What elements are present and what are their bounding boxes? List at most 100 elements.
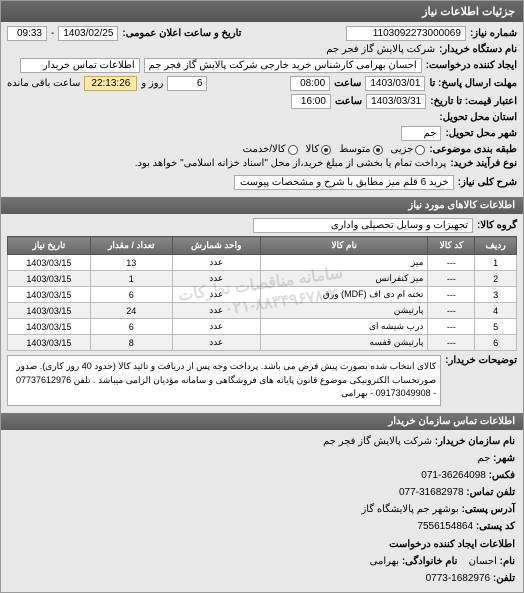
family-value: بهرامی xyxy=(370,556,399,567)
table-cell: 8 xyxy=(90,335,172,351)
pub-time-value: 09:33 xyxy=(7,26,47,41)
table-header: کد کالا xyxy=(428,237,475,255)
remain-days: 6 xyxy=(167,76,207,91)
family-label: نام خانوادگی: xyxy=(402,556,458,567)
table-cell: --- xyxy=(428,319,475,335)
city-value: جم xyxy=(478,453,491,464)
fax-label: فکس: xyxy=(489,470,515,481)
table-cell: --- xyxy=(428,335,475,351)
table-cell: --- xyxy=(428,271,475,287)
buyer-unit-value: شرکت پالایش گاز فجر جم xyxy=(326,44,435,55)
table-row[interactable]: 3---تخته ام دی اف (MDF) ورقعدد61403/03/1… xyxy=(8,287,517,303)
address-value: بوشهر جم پالایشگاه گاز xyxy=(361,504,458,515)
address-label: آدرس پستی: xyxy=(462,504,515,515)
table-cell: 1403/03/15 xyxy=(8,319,91,335)
postcode-label: کد پستی: xyxy=(476,521,515,532)
table-cell: 1403/03/15 xyxy=(8,303,91,319)
table-cell: 1 xyxy=(475,255,517,271)
table-cell: عدد xyxy=(172,287,260,303)
table-cell: 3 xyxy=(475,287,517,303)
phone2-label: تلفن: xyxy=(493,573,515,584)
table-cell: عدد xyxy=(172,255,260,271)
contact-section-title: اطلاعات تماس سازمان خریدار xyxy=(1,413,523,430)
table-header: ردیف xyxy=(475,237,517,255)
table-cell: 1403/03/15 xyxy=(8,271,91,287)
table-cell: درب شیشه ای xyxy=(260,319,428,335)
radio-goods[interactable]: کالا xyxy=(306,144,332,155)
table-row[interactable]: 2---میز کنفرانسعدد11403/03/15 xyxy=(8,271,517,287)
table-header: تاریخ نیاز xyxy=(8,237,91,255)
pay-type-label: نوع فرآیند خرید: xyxy=(450,158,517,169)
remain-suffix: ساعت باقی مانده xyxy=(7,78,80,89)
table-cell: 6 xyxy=(90,319,172,335)
need-details-panel: جزئیات اطلاعات نیاز شماره نیاز: 11030922… xyxy=(0,0,524,593)
table-cell: عدد xyxy=(172,271,260,287)
table-cell: 1 xyxy=(90,271,172,287)
radio-medium[interactable]: متوسط xyxy=(339,144,382,155)
remain-days-label: روز و xyxy=(141,78,163,89)
table-cell: 4 xyxy=(475,303,517,319)
table-cell: --- xyxy=(428,287,475,303)
city-label: شهر: xyxy=(493,453,515,464)
items-table: ردیفکد کالانام کالاواحد شمارشتعداد / مقد… xyxy=(7,236,517,351)
table-header: واحد شمارش xyxy=(172,237,260,255)
group-label: گروه کالا: xyxy=(477,220,517,231)
pay-type-note: پرداخت تمام یا بخشی از مبلغ خرید،از محل … xyxy=(135,158,447,169)
time-label-1: ساعت xyxy=(334,78,361,89)
items-section: گروه کالا: تجهیزات و وسایل تحصیلی واداری… xyxy=(1,214,523,413)
group-value: تجهیزات و وسایل تحصیلی واداری xyxy=(253,218,473,233)
countdown-timer: 22:13:26 xyxy=(84,76,137,91)
phone-label: تلفن تماس: xyxy=(466,487,515,498)
deadline-date: 1403/03/01 xyxy=(365,76,425,91)
delivery-city-label: شهر محل تحویل: xyxy=(445,128,517,139)
buyer-note-value: کالای انتخاب شده بصورت پیش فرض می باشد. … xyxy=(7,355,441,406)
table-cell: 1403/03/15 xyxy=(8,287,91,303)
org-value: شرکت پالایش گاز فجر جم xyxy=(323,436,432,447)
contact-section: نام سازمان خریدار: شرکت پالایش گاز فجر ج… xyxy=(1,430,523,592)
table-cell: میز xyxy=(260,255,428,271)
creator-label: ایجاد کننده درخواست: xyxy=(426,60,517,71)
table-cell: --- xyxy=(428,303,475,319)
table-row[interactable]: 5---درب شیشه ایعدد61403/03/15 xyxy=(8,319,517,335)
need-title-value: خرید 6 قلم میز مطابق با شرح و مشخصات پیو… xyxy=(234,175,454,190)
radio-goods-service[interactable]: کالا/خدمت xyxy=(243,144,298,155)
pub-date-value: 1403/02/25 xyxy=(58,26,118,41)
table-header: تعداد / مقدار xyxy=(90,237,172,255)
table-cell: --- xyxy=(428,255,475,271)
validity-label: اعتبار قیمت: تا تاریخ: xyxy=(430,96,517,107)
pub-datetime-label: تاریخ و ساعت اعلان عمومی: xyxy=(122,28,241,39)
need-title-label: شرح کلی نیاز: xyxy=(458,177,517,188)
table-cell: پارتیشن xyxy=(260,303,428,319)
buyer-note-label: توضیحات خریدار: xyxy=(445,355,517,366)
table-header: نام کالا xyxy=(260,237,428,255)
contact-link[interactable]: اطلاعات تماس خریدار xyxy=(20,58,140,73)
name-value: احسان xyxy=(469,556,497,567)
table-cell: 1403/03/15 xyxy=(8,255,91,271)
table-cell: 1403/03/15 xyxy=(8,335,91,351)
req-no-label: شماره نیاز: xyxy=(470,28,517,39)
radio-partial[interactable]: جزیی xyxy=(391,144,426,155)
validity-time: 16:00 xyxy=(291,94,331,109)
org-label: نام سازمان خریدار: xyxy=(435,436,515,447)
deadline-time: 08:00 xyxy=(290,76,330,91)
table-cell: 2 xyxy=(475,271,517,287)
subject-radio-group: جزیی متوسط کالا کالا/خدمت xyxy=(243,144,426,155)
table-row[interactable]: 6---پارتیشن قفسهعدد81403/03/15 xyxy=(8,335,517,351)
deadline-label: مهلت ارسال پاسخ: تا xyxy=(429,78,517,89)
table-cell: 24 xyxy=(90,303,172,319)
fax-value: 36264098-071 xyxy=(421,470,486,481)
phone2-value: 1682976-0773 xyxy=(426,573,491,584)
table-cell: پارتیشن قفسه xyxy=(260,335,428,351)
panel-header: جزئیات اطلاعات نیاز xyxy=(1,1,523,22)
table-cell: عدد xyxy=(172,335,260,351)
table-cell: تخته ام دی اف (MDF) ورق xyxy=(260,287,428,303)
table-row[interactable]: 4---پارتیشنعدد241403/03/15 xyxy=(8,303,517,319)
table-cell: 6 xyxy=(90,287,172,303)
table-cell: 6 xyxy=(475,335,517,351)
creator-section-label: اطلاعات ایجاد کننده درخواست xyxy=(9,537,515,553)
buyer-unit-label: نام دستگاه خریدار: xyxy=(439,44,517,55)
creator-value: احسان بهرامی کارشناس خرید خارجی شرکت پال… xyxy=(144,58,422,73)
table-row[interactable]: 1---میزعدد131403/03/15 xyxy=(8,255,517,271)
top-section: شماره نیاز: 1103092273000069 تاریخ و ساع… xyxy=(1,22,523,197)
table-cell: 5 xyxy=(475,319,517,335)
